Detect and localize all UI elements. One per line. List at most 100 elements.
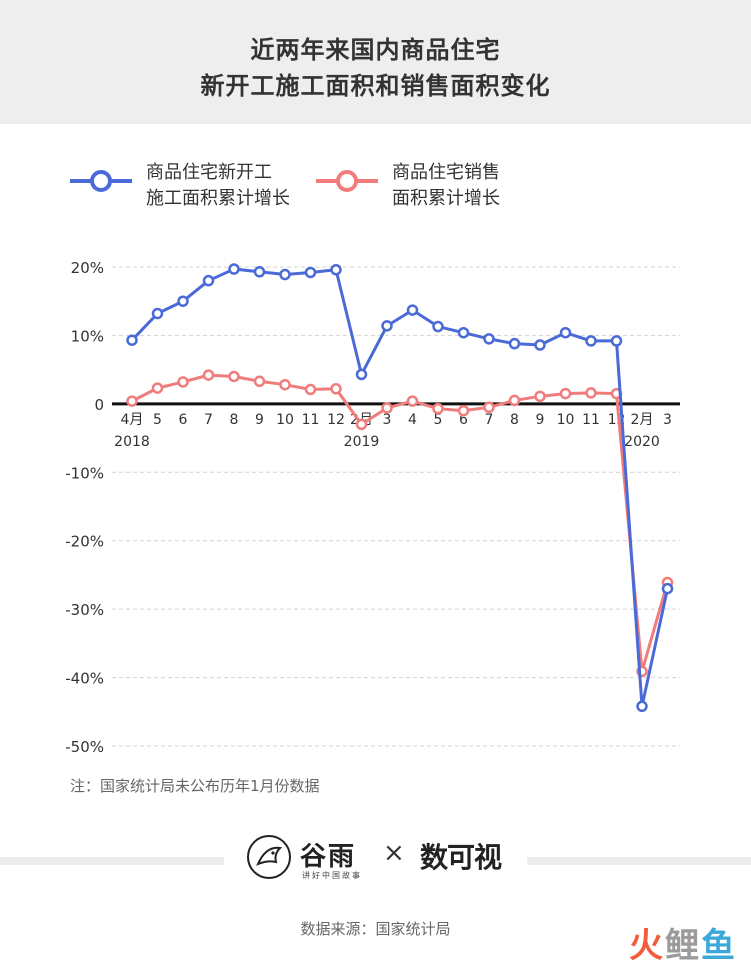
data-point — [151, 382, 164, 394]
data-point — [636, 700, 648, 713]
x-tick-label: 9 — [536, 412, 545, 428]
data-point — [330, 263, 342, 276]
legend-label-construction-1: 商品住宅新开工 — [146, 162, 272, 183]
data-point — [661, 582, 674, 595]
x-tick-label: 8 — [510, 412, 519, 428]
x-tick-label: 5 — [434, 412, 443, 428]
data-point — [585, 387, 597, 399]
data-point — [304, 383, 317, 396]
data-point — [406, 304, 419, 316]
year-label: 2018 — [114, 434, 150, 450]
data-point — [610, 335, 623, 347]
data-point — [559, 387, 572, 400]
x-tick-label: 5 — [153, 412, 162, 428]
x-tick-label: 11 — [302, 412, 320, 428]
guyu-emblem-icon — [247, 835, 291, 879]
legend-marker-blue — [70, 170, 132, 192]
logo-divider-left — [0, 857, 224, 865]
year-label: 2019 — [344, 434, 380, 450]
footnote: 注：国家统计局未公布历年1月份数据 — [70, 777, 320, 795]
data-point — [126, 334, 138, 346]
data-point — [228, 370, 240, 383]
data-point — [483, 401, 495, 414]
x-tick-label: 12 — [327, 412, 345, 428]
data-point — [253, 266, 266, 278]
partner-logos: 谷雨 讲好中国故事 × 数可视 — [0, 830, 751, 880]
data-point — [228, 263, 240, 275]
data-source: 数据来源：国家统计局 — [300, 920, 451, 938]
x-tick-label: 10 — [276, 412, 294, 428]
y-tick-label: -20% — [65, 533, 104, 551]
data-point — [457, 404, 470, 417]
watermark-char-2: 鲤 — [665, 926, 701, 966]
watermark-char-1: 火 — [629, 926, 665, 966]
data-point — [508, 394, 521, 407]
x-tick-label: 4月 — [121, 412, 144, 428]
year-label: 2020 — [624, 434, 660, 450]
title-banner: 近两年来国内商品住宅 新开工施工面积和销售面积变化 — [0, 0, 751, 124]
y-tick-label: 10% — [71, 327, 104, 345]
x-tick-label: 4 — [408, 412, 417, 428]
data-point — [534, 339, 546, 351]
x-tick-label: 3 — [383, 412, 392, 428]
data-point — [432, 402, 444, 415]
series-line — [130, 267, 669, 708]
legend-marker-red — [316, 170, 378, 192]
x-tick-label: 9 — [255, 412, 264, 428]
x-tick-label: 7 — [485, 412, 494, 428]
y-tick-label: -40% — [65, 670, 104, 688]
data-point — [126, 395, 138, 407]
legend-item-sales: 商品住宅销售 面积累计增长 — [316, 160, 500, 212]
y-tick-label: 20% — [71, 259, 104, 277]
data-point — [483, 333, 495, 345]
x-tick-label: 11 — [582, 412, 600, 428]
legend-label-sales-1: 商品住宅销售 — [392, 162, 500, 183]
y-tick-label: -50% — [65, 738, 104, 756]
data-point — [151, 307, 164, 320]
data-point — [304, 266, 317, 279]
line-chart: 20%10%0-10%-20%-30%-40%-50%4月 5 6 7 8 9 10 11 12… — [65, 259, 680, 756]
x-tick-label: 7 — [204, 412, 213, 428]
title-line-2: 新开工施工面积和销售面积变化 — [200, 72, 551, 100]
series-line — [131, 373, 669, 673]
x-tick-label: 2月 — [631, 412, 654, 428]
data-point — [177, 376, 189, 388]
data-point — [381, 320, 393, 332]
data-point — [177, 295, 189, 307]
x-tick-label: 3 — [663, 412, 672, 428]
legend-label-sales-2: 面积累计增长 — [392, 188, 500, 209]
data-point — [202, 369, 215, 381]
legend-label-construction-2: 施工面积累计增长 — [146, 188, 290, 209]
title-line-1: 近两年来国内商品住宅 — [250, 36, 501, 64]
logo-shukeshi: 数可视 — [420, 841, 502, 874]
logo-divider-right — [527, 857, 751, 865]
x-tick-label: 8 — [230, 412, 239, 428]
data-point — [279, 268, 291, 281]
y-tick-label: -30% — [65, 601, 104, 619]
data-point — [559, 326, 572, 339]
data-point — [585, 335, 597, 347]
data-point — [508, 337, 521, 350]
x-tick-label: 10 — [557, 412, 575, 428]
legend-item-construction: 商品住宅新开工 施工面积累计增长 — [70, 160, 290, 212]
x-tick-label: 6 — [179, 412, 188, 428]
y-tick-label: -10% — [65, 464, 104, 482]
data-point — [432, 320, 444, 333]
data-point — [355, 368, 368, 381]
watermark: 火鲤鱼 — [629, 918, 737, 967]
data-point — [330, 383, 342, 395]
data-point — [202, 274, 215, 287]
data-point — [534, 390, 546, 403]
data-point — [253, 375, 266, 388]
data-point — [457, 326, 470, 339]
watermark-char-3: 鱼 — [701, 926, 737, 966]
logo-guyu-tagline: 讲好中国故事 — [302, 871, 362, 880]
data-point — [279, 378, 291, 391]
x-tick-label: 6 — [459, 412, 468, 428]
logo-times: × — [383, 838, 405, 868]
y-tick-label: 0 — [94, 396, 104, 414]
data-point — [355, 418, 368, 431]
data-point — [406, 395, 419, 407]
data-point — [381, 402, 393, 414]
logo-guyu: 谷雨 — [300, 842, 357, 872]
